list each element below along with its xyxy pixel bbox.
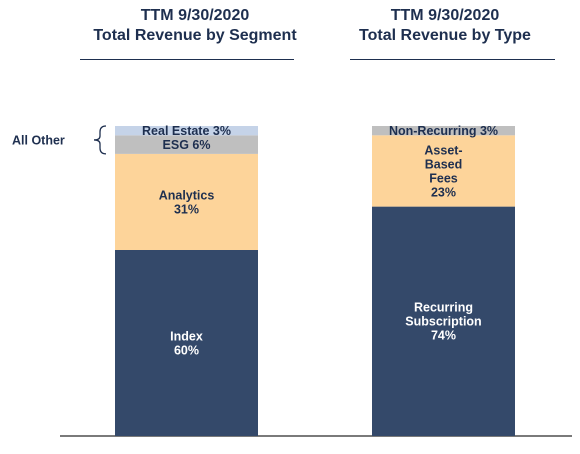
bar-2-label-recurring-subscription-2: 74%: [431, 329, 456, 343]
bar-2-label-asset-based-fees-0: Asset-: [424, 143, 462, 157]
bar-1-label-analytics-1: 31%: [174, 202, 199, 216]
bar-1-segment-analytics: [115, 153, 258, 250]
bar-2-segment-asset-based-fees: [372, 135, 515, 207]
bar-2-label-recurring-subscription-1: Subscription: [405, 315, 481, 329]
bar-2-segment-non-recurring: [372, 126, 515, 136]
chart-2-title-line1: TTM 9/30/2020: [390, 7, 500, 24]
bar-1-segment-esg: [115, 135, 258, 154]
bar-2-label-asset-based-fees-3: 23%: [431, 185, 456, 199]
chart-1-title: TTM 9/30/2020 Total Revenue by Segment: [60, 6, 330, 46]
all-other-brace: [93, 125, 107, 155]
bar-1-label-analytics-0: Analytics: [159, 188, 215, 202]
all-other-label: All Other: [12, 133, 65, 147]
bar-1-label-real-estate-0: Real Estate 3%: [142, 124, 231, 138]
chart-1-title-rule: [80, 59, 294, 60]
bar-1-label-index-0: Index: [170, 329, 203, 343]
bar-1-label-index-1: 60%: [174, 343, 199, 357]
chart-2-title-line2: Total Revenue by Type: [359, 27, 531, 44]
bar-1-label-esg-0: ESG 6%: [163, 138, 211, 152]
bar-1-segment-real-estate: [115, 126, 258, 136]
bar-1-segment-index: [115, 250, 258, 436]
chart-1-title-line1: TTM 9/30/2020: [140, 7, 250, 24]
bar-2-label-asset-based-fees-1: Based: [425, 157, 463, 171]
bar-2-label-recurring-subscription-0: Recurring: [414, 301, 473, 315]
chart-2-title: TTM 9/30/2020 Total Revenue by Type: [320, 6, 570, 46]
bar-2-label-asset-based-fees-2: Fees: [429, 171, 458, 185]
chart-1-title-line2: Total Revenue by Segment: [93, 27, 297, 44]
bar-2-label-non-recurring-0: Non-Recurring 3%: [389, 124, 498, 138]
chart-2-title-rule: [350, 59, 555, 60]
bar-2-segment-recurring-subscription: [372, 206, 515, 436]
